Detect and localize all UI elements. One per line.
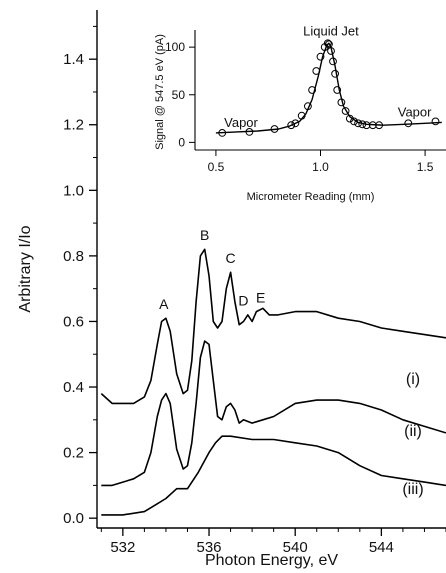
inset-x-axis-title: Micrometer Reading (mm) [247, 191, 375, 203]
inset-data-point [297, 111, 306, 120]
inset-data-point [331, 69, 340, 78]
inset-data-point [431, 117, 440, 126]
y-axis-title: Arbitrary I/Io [17, 225, 34, 312]
inset-x-tick-label: 0.5 [208, 160, 225, 174]
series-line-1 [100, 248, 446, 405]
inset-chart: 0 50 100 0.5 1.0 1.5 Micrometer Reading (mm) Si… [154, 24, 446, 203]
inset-data-point [218, 129, 227, 137]
series-line-3 [101, 435, 446, 516]
inset-annotation: Liquid Jet [303, 24, 359, 39]
inset-data-point [287, 121, 296, 130]
curve-label: (iii) [402, 481, 423, 498]
y-tick-label: 1.0 [63, 182, 84, 199]
inset-y-axis-title: Signal @ 547.5 eV (pA) [154, 34, 166, 150]
y-tick-label: 0.6 [63, 313, 84, 330]
inset-data-point [270, 125, 279, 133]
inset-data-point [308, 86, 317, 94]
y-tick-label: 1.4 [63, 51, 84, 68]
peak-label: E [256, 289, 265, 305]
curve-label: (i) [406, 371, 420, 388]
inset-data-point [345, 114, 354, 123]
inset-data-point [362, 121, 371, 130]
inset-fit-line [215, 42, 442, 134]
peak-label: C [226, 250, 236, 266]
y-tick-label: 0.0 [63, 510, 84, 527]
series-line-2 [101, 340, 446, 487]
inset-y-tick-label: 0 [178, 135, 185, 149]
inset-data-point [304, 102, 312, 111]
inset-y-tick-label: 100 [165, 40, 185, 54]
inset-data-point [245, 128, 254, 136]
x-tick-label: 532 [110, 539, 135, 556]
inset-data-point [333, 86, 342, 94]
inset-x-tick-label: 1.5 [417, 160, 434, 174]
inset-data-point [337, 98, 346, 107]
inset-data-point [316, 52, 325, 61]
inset-data-point [358, 120, 367, 129]
inset-data-point [354, 119, 363, 128]
inset-annotation: Vapor [224, 115, 258, 130]
x-tick-label: 540 [283, 539, 308, 556]
y-tick-label: 1.2 [63, 117, 84, 134]
inset-data-point [312, 67, 321, 75]
inset-data-point [404, 119, 413, 128]
inset-y-tick-label: 50 [172, 88, 186, 102]
peak-label: D [238, 293, 248, 309]
inset-data-point [329, 57, 337, 66]
inset-data-point [323, 39, 332, 48]
inset-data-point [327, 47, 335, 55]
x-tick-label: 544 [369, 539, 394, 556]
x-axis-title: Photon Energy, eV [205, 552, 338, 569]
y-tick-label: 0.8 [63, 248, 84, 265]
inset-data-point [341, 107, 350, 115]
peak-label: B [200, 227, 209, 243]
y-tick-label: 0.2 [63, 445, 84, 462]
peak-label: A [159, 296, 169, 312]
inset-data-point [325, 40, 333, 49]
y-tick-label: 0.4 [63, 379, 84, 396]
x-tick-label: 536 [197, 539, 222, 556]
inset-data-point [375, 121, 384, 130]
inset-data-point [291, 119, 300, 128]
inset-annotation: Vapor [398, 105, 432, 120]
curve-label: (ii) [404, 423, 422, 440]
inset-data-point [350, 117, 358, 126]
inset-x-tick-label: 1.0 [312, 160, 329, 174]
main-chart: 0.0 0.2 0.4 0.6 0.8 1.0 1.2 1.4 532 536 540 544 Phot… [17, 10, 446, 569]
